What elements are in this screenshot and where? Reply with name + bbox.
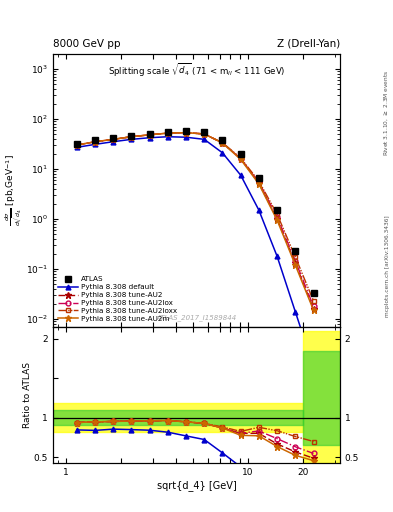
- Text: Rivet 3.1.10, $\geq$ 2.3M events: Rivet 3.1.10, $\geq$ 2.3M events: [383, 70, 390, 156]
- Y-axis label: $\frac{d\sigma}{d\sqrt{d_4}}$ [pb,GeV$^{-1}$]: $\frac{d\sigma}{d\sqrt{d_4}}$ [pb,GeV$^{…: [4, 155, 24, 226]
- Text: Z (Drell-Yan): Z (Drell-Yan): [277, 38, 340, 49]
- Y-axis label: Ratio to ATLAS: Ratio to ATLAS: [24, 362, 33, 428]
- Legend: ATLAS, Pythia 8.308 default, Pythia 8.308 tune-AU2, Pythia 8.308 tune-AU2lox, Py: ATLAS, Pythia 8.308 default, Pythia 8.30…: [57, 275, 179, 323]
- X-axis label: sqrt{d_4} [GeV]: sqrt{d_4} [GeV]: [157, 480, 236, 491]
- Text: ATLAS_2017_I1589844: ATLAS_2017_I1589844: [156, 314, 237, 322]
- Text: 8000 GeV pp: 8000 GeV pp: [53, 38, 121, 49]
- Text: Splitting scale $\sqrt{d_4}$ (71 < m$_{ll}$ < 111 GeV): Splitting scale $\sqrt{d_4}$ (71 < m$_{l…: [108, 62, 285, 79]
- Text: mcplots.cern.ch [arXiv:1306.3436]: mcplots.cern.ch [arXiv:1306.3436]: [385, 216, 390, 317]
